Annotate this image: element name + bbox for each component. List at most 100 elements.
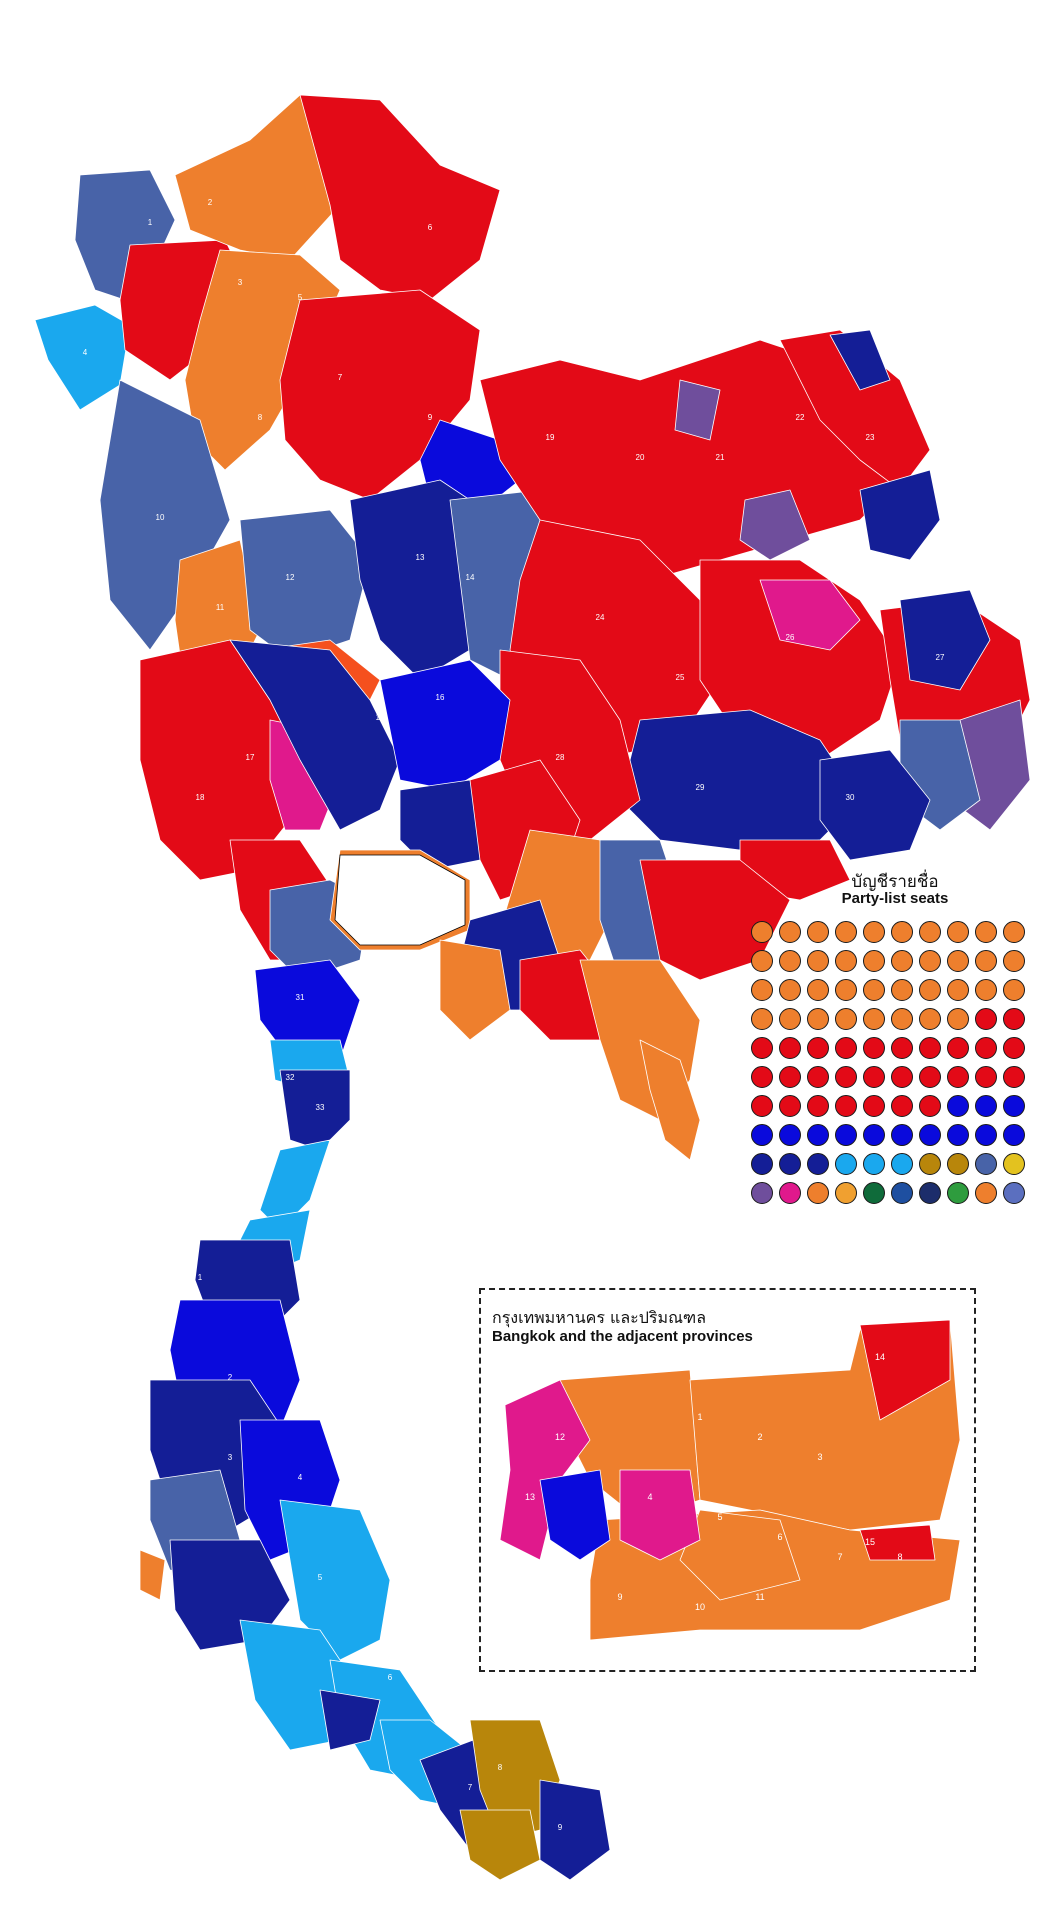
party-list-seat-chart: [751, 921, 1025, 1204]
district-label: 27: [936, 653, 945, 662]
seat-dot: [863, 1008, 885, 1030]
seat-dot: [751, 1153, 773, 1175]
region-sakon-north: [674, 379, 721, 441]
seat-dot: [751, 1008, 773, 1030]
seat-dot: [807, 1008, 829, 1030]
district-label: 12: [286, 573, 295, 582]
seat-dot: [891, 1037, 913, 1059]
district-label: 6: [388, 1673, 393, 1682]
seat-dot: [947, 950, 969, 972]
seat-dot: [807, 1182, 829, 1204]
district-label: 1: [148, 218, 153, 227]
region-kalasin: [739, 489, 811, 561]
seat-dot: [751, 921, 773, 943]
district-label: 10: [156, 513, 165, 522]
region-maha-sarakham: [759, 579, 861, 651]
seat-dot: [891, 1095, 913, 1117]
seat-dot: [779, 1008, 801, 1030]
seat-dot: [863, 1037, 885, 1059]
bangkok-inset-frame: [479, 1288, 976, 1672]
party-list-title: Party-list seats: [841, 890, 949, 907]
region-phuket: [139, 1549, 166, 1601]
seat-dot: [1003, 1008, 1025, 1030]
district-label: 3: [228, 1453, 233, 1462]
region-mae-hong-son: [34, 304, 131, 411]
inset-district-label: 12: [555, 1432, 565, 1442]
seat-dot: [835, 1124, 857, 1146]
seat-dot: [863, 1182, 885, 1204]
seat-dot: [807, 1066, 829, 1088]
district-label: 14: [466, 573, 475, 582]
district-label: 29: [696, 783, 705, 792]
district-label: 8: [498, 1763, 503, 1772]
seat-dot: [919, 1124, 941, 1146]
seat-dot: [891, 921, 913, 943]
seat-dot: [919, 1153, 941, 1175]
seat-dot: [779, 979, 801, 1001]
inset-district-label: 10: [695, 1602, 705, 1612]
seat-dot: [863, 1066, 885, 1088]
seat-dot: [947, 1095, 969, 1117]
district-label: 11: [216, 603, 225, 612]
district-label: 26: [786, 633, 795, 642]
inset-district-label: 6: [777, 1532, 782, 1542]
district-label: 30: [846, 793, 855, 802]
inset-district-label: 2: [757, 1432, 762, 1442]
seat-dot: [863, 979, 885, 1001]
district-label: 2: [228, 1373, 233, 1382]
seat-dot: [807, 1124, 829, 1146]
seat-dot: [1003, 1066, 1025, 1088]
region-prachuap-south: [279, 1069, 351, 1151]
seat-dot: [975, 1066, 997, 1088]
seat-dot: [751, 1066, 773, 1088]
district-label: 31: [296, 993, 305, 1002]
inset-nakhon-pathom-south: [619, 1469, 701, 1561]
seat-dot: [779, 1037, 801, 1059]
seat-dot: [835, 1008, 857, 1030]
seat-dot: [835, 1095, 857, 1117]
inset-district-label: 8: [897, 1552, 902, 1562]
inset-district-label: 3: [817, 1452, 822, 1462]
seat-dot: [1003, 1095, 1025, 1117]
district-label: 22: [796, 413, 805, 422]
seat-dot: [751, 979, 773, 1001]
region-nakhon-sawan: [379, 659, 511, 791]
seat-dot: [1003, 1037, 1025, 1059]
seat-dot: [779, 1124, 801, 1146]
seat-dot: [1003, 950, 1025, 972]
seat-dot: [807, 979, 829, 1001]
inset-bangkok-core: [679, 1509, 801, 1601]
district-label: 21: [716, 453, 725, 462]
inset-district-label: 4: [647, 1492, 652, 1502]
seat-dot: [751, 1037, 773, 1059]
seat-dot: [751, 1095, 773, 1117]
seat-dot: [919, 1008, 941, 1030]
district-label: 13: [416, 553, 425, 562]
region-sukhothai: [239, 509, 371, 661]
district-label: 8: [258, 413, 263, 422]
seat-dot: [863, 1124, 885, 1146]
constituency-regions: [34, 94, 1031, 1881]
district-label: 25: [676, 673, 685, 682]
district-label: 2: [208, 198, 213, 207]
region-nakhon-phanom: [859, 469, 941, 561]
district-label: 15: [376, 713, 385, 722]
seat-dot: [1003, 979, 1025, 1001]
region-satun: [319, 1689, 381, 1751]
region-chiang-rai: [299, 94, 501, 301]
seat-dot: [863, 1153, 885, 1175]
district-label: 33: [316, 1103, 325, 1112]
region-tak-north: [99, 379, 231, 651]
seat-dot: [751, 1124, 773, 1146]
seat-dot: [947, 1124, 969, 1146]
inset-nakhon-pathom-mid: [539, 1469, 611, 1561]
region-sisaket: [819, 749, 931, 861]
seat-dot: [891, 1153, 913, 1175]
district-label: 1: [198, 1273, 203, 1282]
seat-dot: [891, 1124, 913, 1146]
seat-dot: [835, 979, 857, 1001]
seat-dot: [863, 921, 885, 943]
seat-dot: [919, 1182, 941, 1204]
